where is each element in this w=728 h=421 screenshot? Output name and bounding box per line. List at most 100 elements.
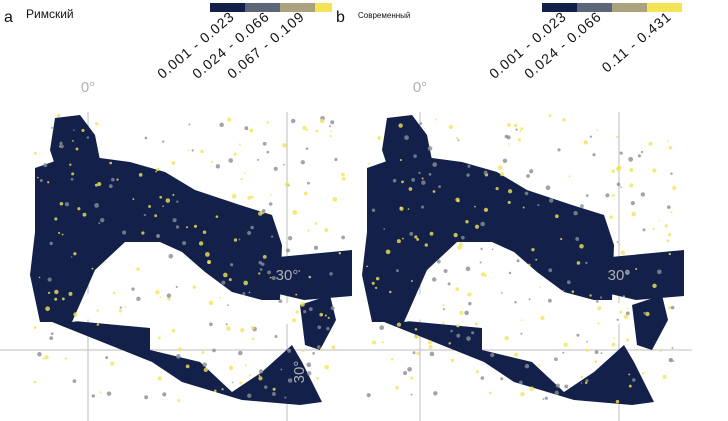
- road-density: [662, 374, 667, 379]
- road-density: [531, 247, 535, 252]
- road-density: [219, 122, 224, 128]
- road-density: [576, 333, 580, 337]
- road-density: [381, 341, 384, 344]
- road-density: [616, 241, 619, 243]
- road-density: [554, 390, 559, 396]
- road-density: [517, 138, 521, 142]
- road-density: [244, 364, 248, 367]
- road-density: [124, 305, 127, 308]
- road-density: [560, 237, 563, 241]
- road-density: [258, 260, 263, 265]
- road-density: [247, 230, 252, 236]
- road-density: [45, 306, 50, 312]
- road-density: [410, 393, 413, 396]
- road-density: [645, 311, 650, 317]
- road-density: [672, 185, 677, 191]
- road-density: [70, 256, 73, 258]
- road-density: [413, 154, 417, 158]
- road-density: [324, 364, 329, 370]
- road-density: [612, 194, 615, 197]
- road-density: [182, 241, 187, 246]
- road-density: [249, 128, 254, 133]
- graticule-label: 0°: [81, 79, 95, 96]
- road-density: [447, 282, 451, 286]
- road-density: [132, 198, 135, 201]
- road-density: [330, 130, 332, 133]
- road-density: [399, 158, 402, 162]
- road-density: [409, 231, 414, 236]
- road-density: [185, 364, 190, 369]
- road-density: [269, 276, 272, 279]
- road-density: [545, 185, 551, 191]
- road-density: [457, 245, 462, 250]
- road-density: [402, 371, 408, 376]
- road-density: [231, 194, 237, 199]
- road-density: [258, 211, 263, 216]
- road-density: [628, 384, 632, 388]
- road-density: [504, 336, 509, 341]
- road-density: [597, 322, 600, 325]
- road-density: [371, 281, 375, 285]
- road-density: [148, 205, 151, 208]
- road-density: [465, 266, 471, 272]
- road-density: [266, 121, 270, 124]
- road-density: [514, 352, 519, 357]
- graticule-label: 30°: [291, 361, 308, 384]
- road-density: [618, 243, 622, 246]
- road-density: [453, 232, 458, 238]
- road-density: [33, 151, 37, 155]
- road-density: [385, 249, 391, 255]
- road-density: [464, 310, 469, 316]
- road-density: [71, 172, 75, 176]
- road-density: [625, 270, 630, 276]
- road-density: [177, 399, 181, 403]
- road-density: [586, 340, 589, 343]
- legend-swatch: [542, 3, 577, 12]
- road-density: [315, 129, 319, 133]
- road-density: [671, 347, 674, 350]
- road-density: [131, 287, 135, 291]
- road-density: [538, 364, 541, 367]
- road-density: [306, 371, 312, 376]
- road-density: [176, 200, 179, 203]
- road-density: [427, 146, 433, 151]
- road-density: [324, 314, 327, 317]
- road-density: [595, 299, 599, 303]
- road-density: [159, 195, 163, 199]
- road-density: [47, 181, 50, 184]
- road-density: [619, 151, 623, 155]
- road-density: [408, 187, 413, 191]
- road-density: [54, 289, 59, 295]
- road-density: [456, 136, 459, 140]
- road-density: [166, 293, 172, 298]
- road-density: [367, 162, 370, 165]
- road-density: [528, 263, 531, 267]
- road-density: [438, 185, 442, 189]
- road-density: [596, 129, 599, 132]
- road-density: [580, 375, 584, 379]
- road-density: [597, 306, 602, 311]
- road-density: [342, 176, 346, 181]
- road-density: [227, 117, 232, 122]
- road-density: [374, 286, 378, 290]
- road-density: [669, 358, 672, 362]
- road-density: [392, 178, 397, 183]
- road-density: [507, 200, 511, 204]
- road-density: [508, 143, 510, 145]
- road-density: [613, 337, 615, 339]
- road-density: [410, 280, 413, 282]
- road-density: [192, 285, 197, 289]
- road-density: [243, 172, 246, 175]
- road-density: [366, 265, 368, 268]
- road-density: [172, 193, 175, 196]
- road-density: [629, 168, 634, 172]
- road-density: [86, 136, 90, 139]
- road-density: [44, 355, 49, 360]
- road-density: [112, 291, 116, 295]
- road-density: [198, 241, 204, 246]
- road-density: [50, 332, 54, 336]
- road-density: [248, 291, 251, 294]
- road-density: [327, 316, 330, 320]
